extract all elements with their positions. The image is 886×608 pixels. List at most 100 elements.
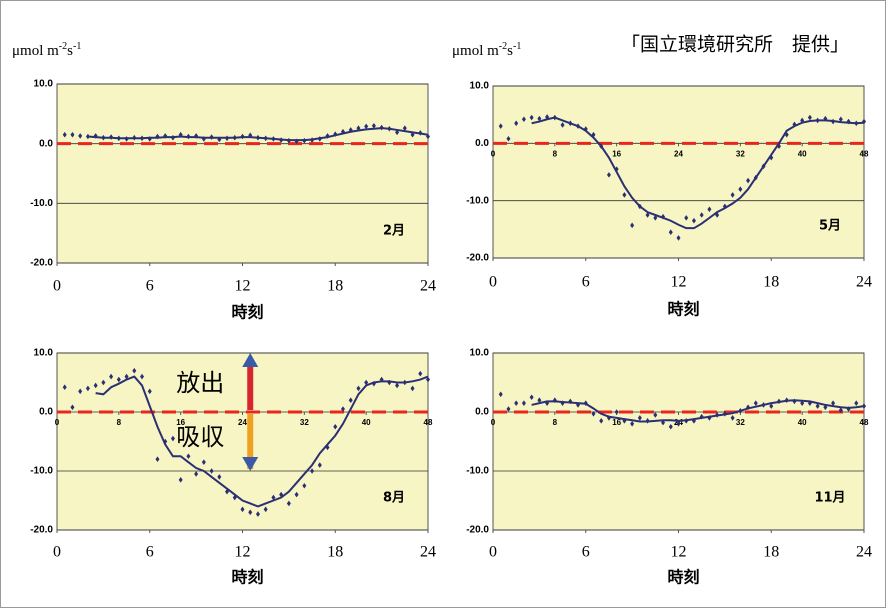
data-point [529, 394, 534, 401]
data-point [862, 403, 866, 409]
data-point [348, 397, 353, 403]
data-point [302, 482, 307, 489]
data-point [62, 384, 67, 391]
data-point [614, 409, 619, 415]
data-point [201, 459, 206, 465]
y-tick-label: 10.0 [470, 81, 490, 92]
data-point [722, 203, 727, 210]
data-point [529, 114, 534, 121]
data-point [599, 418, 604, 424]
x2-tick-label: 16 [612, 149, 621, 158]
x2-tick-label: 0 [491, 418, 496, 427]
data-point [426, 133, 430, 140]
data-point [730, 192, 735, 198]
data-point [691, 217, 696, 224]
y-axis-label-part: μmol m [12, 43, 59, 59]
x2-tick-label: 8 [553, 149, 558, 158]
data-point [78, 388, 83, 395]
data-point [340, 406, 345, 412]
x-tick-label: 6 [146, 278, 154, 295]
data-point [70, 404, 75, 411]
data-point [248, 509, 253, 516]
panel-label: 11月 [814, 491, 845, 506]
data-point [317, 462, 322, 468]
x2-tick-label: 0 [491, 149, 496, 158]
data-point [668, 229, 673, 235]
x2-tick-label: 32 [736, 149, 745, 158]
data-point [147, 388, 152, 395]
data-point [155, 456, 160, 462]
series-line [531, 399, 865, 423]
data-point [132, 367, 137, 374]
data-point [684, 215, 689, 221]
data-point [294, 491, 299, 498]
data-point [630, 222, 635, 229]
data-point [514, 120, 519, 127]
y-axis-label-part: -1 [73, 41, 81, 52]
y-axis-label-part: μmol m [452, 43, 499, 59]
data-point [116, 376, 121, 383]
data-point [78, 133, 83, 139]
arrow-label: 放出 [176, 369, 224, 397]
y-tick-label: -20.0 [30, 525, 53, 536]
plot-area [492, 352, 865, 531]
x2-tick-label: 16 [612, 418, 621, 427]
series-line [95, 375, 429, 508]
x-tick-label: 12 [235, 544, 251, 561]
y-tick-label: -10.0 [466, 195, 489, 206]
y-axis-label-part: s [67, 43, 73, 59]
x-tick-label: 24 [856, 274, 872, 291]
x-axis-label: 時刻 [667, 300, 699, 319]
y-tick-label: 10.0 [34, 348, 54, 359]
data-point [622, 418, 627, 424]
data-point [155, 133, 160, 140]
data-point [333, 131, 338, 137]
y-tick-label: 10.0 [34, 79, 54, 90]
data-point [194, 471, 199, 477]
x-tick-label: 24 [420, 278, 436, 295]
x-tick-label: 12 [671, 544, 687, 561]
x2-tick-label: 48 [860, 149, 869, 158]
x-tick-label: 0 [489, 544, 497, 561]
x-tick-label: 0 [53, 544, 61, 561]
x-tick-label: 12 [235, 278, 251, 295]
data-point [653, 215, 658, 221]
x2-tick-label: 24 [674, 149, 683, 158]
data-point [521, 116, 526, 123]
x2-tick-label: 0 [55, 418, 60, 427]
data-point [170, 435, 175, 442]
data-point [186, 453, 191, 460]
x-tick-label: 24 [420, 544, 436, 561]
panel-label: 8月 [383, 491, 405, 506]
y-tick-label: 0.0 [39, 138, 53, 149]
data-point [395, 129, 400, 136]
x-tick-label: 6 [582, 544, 590, 561]
data-point [668, 423, 673, 430]
data-point [769, 154, 774, 161]
x-tick-label: 6 [582, 274, 590, 291]
data-point [707, 206, 712, 213]
data-point [418, 370, 423, 377]
y-tick-label: 0.0 [475, 138, 489, 149]
data-point [591, 410, 596, 417]
data-point [699, 212, 704, 218]
data-point [109, 373, 114, 380]
x2-tick-label: 16 [176, 418, 185, 427]
data-point [356, 125, 361, 131]
data-point [630, 421, 635, 427]
data-point [70, 131, 75, 138]
data-point [263, 506, 268, 513]
x-tick-label: 6 [146, 544, 154, 561]
y-tick-label: -10.0 [30, 466, 53, 477]
data-point [521, 400, 526, 406]
data-point [62, 131, 67, 138]
data-point [286, 500, 291, 507]
data-point [506, 406, 511, 412]
x-tick-label: 18 [327, 278, 343, 295]
data-point [93, 382, 98, 389]
data-point [653, 412, 658, 418]
data-point [676, 235, 681, 241]
credit: 「国立環境研究所 提供」 [621, 34, 849, 56]
